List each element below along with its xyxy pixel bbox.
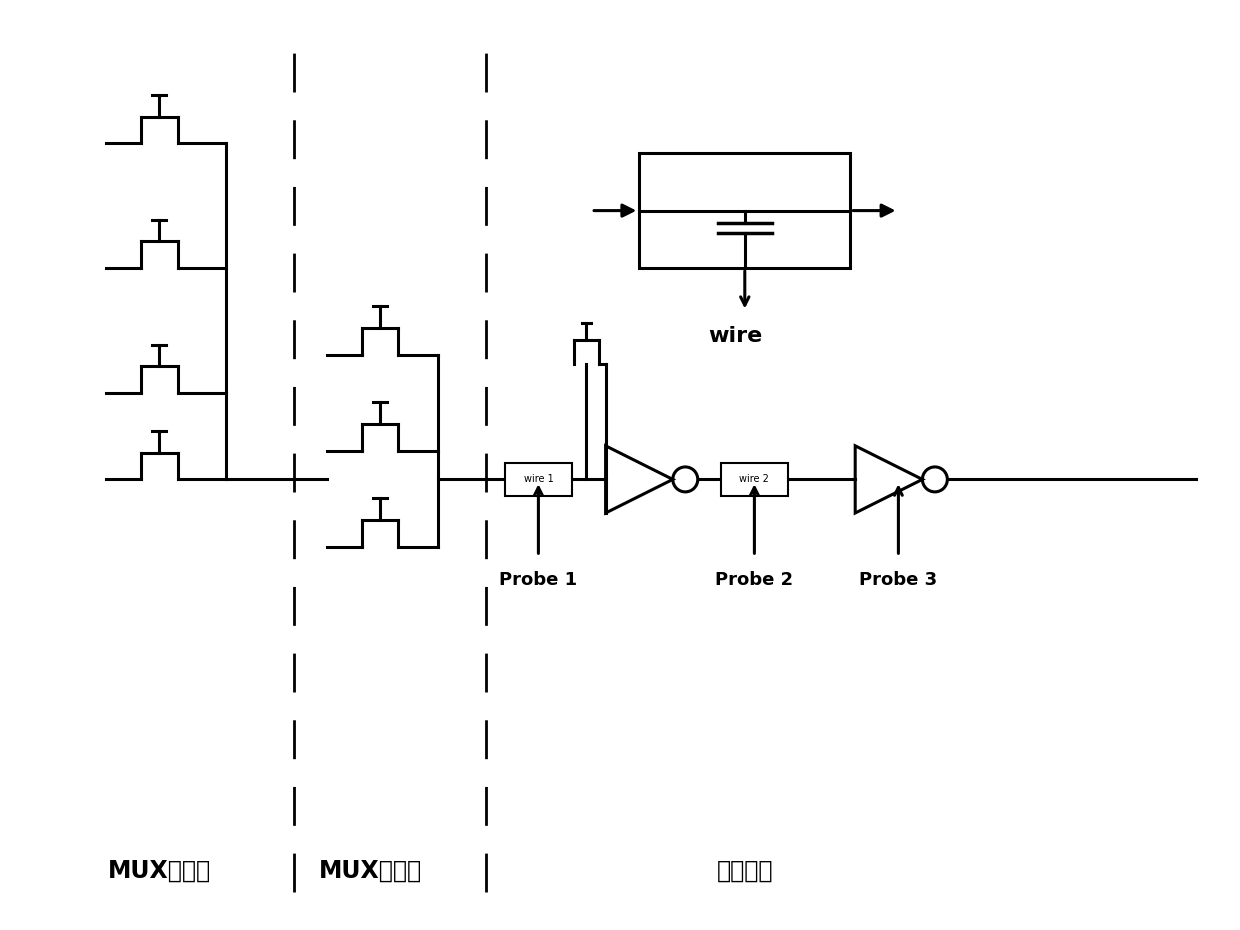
Text: 驱动器级: 驱动器级: [717, 858, 773, 883]
Text: wire 2: wire 2: [739, 474, 769, 485]
Text: Probe 2: Probe 2: [715, 571, 794, 589]
Text: wire 1: wire 1: [523, 474, 553, 485]
Text: Probe 1: Probe 1: [500, 571, 578, 589]
Text: MUX第一级: MUX第一级: [108, 858, 211, 883]
Text: Probe 3: Probe 3: [859, 571, 937, 589]
Text: wire: wire: [708, 326, 763, 346]
Bar: [505, 462, 572, 497]
Text: MUX第二级: MUX第二级: [319, 858, 422, 883]
Bar: [720, 462, 787, 497]
Bar: [639, 153, 851, 268]
